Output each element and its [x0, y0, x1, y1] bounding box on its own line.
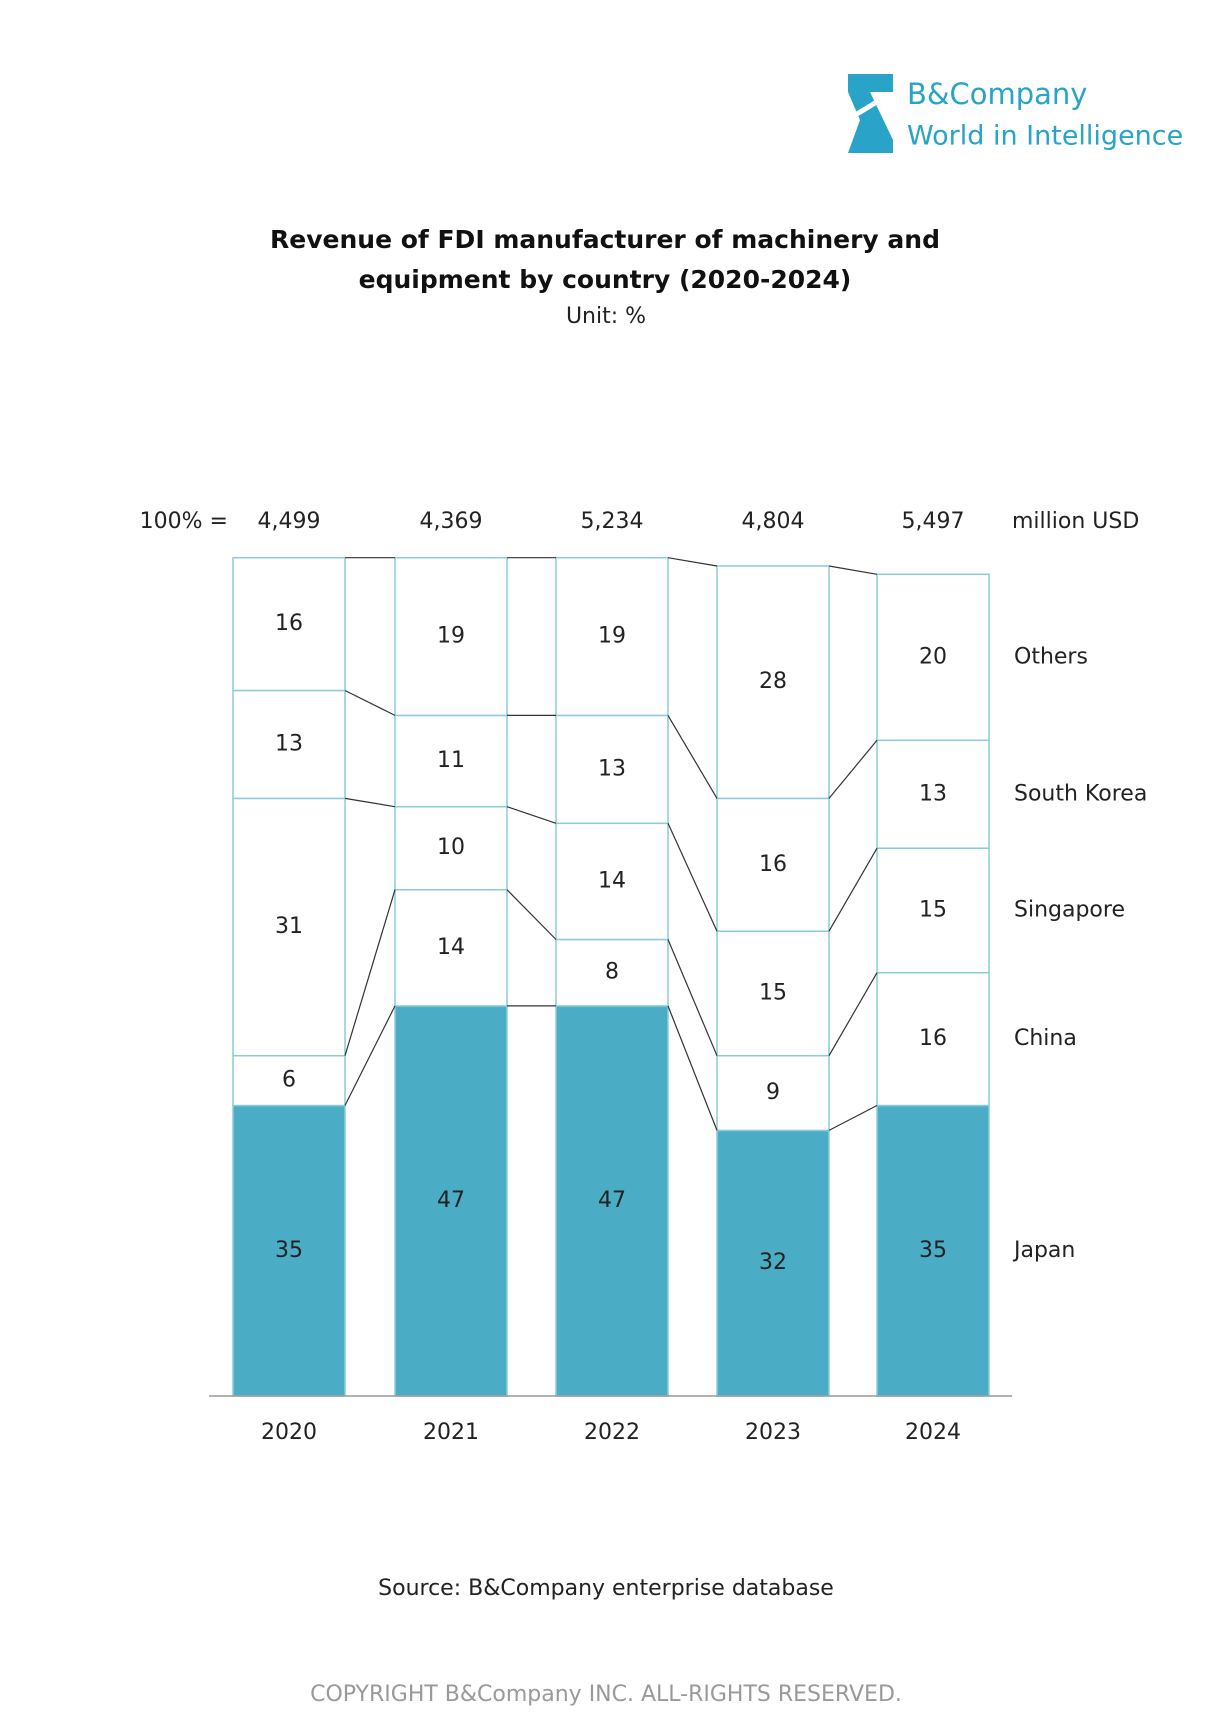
connector: [828, 972, 878, 1057]
bar-segment: [394, 1005, 508, 1397]
bar-segment: [716, 930, 830, 1057]
bar-segment: [876, 1104, 990, 1397]
legend-label: Japan: [1012, 1238, 1075, 1263]
data-label: 11: [437, 748, 465, 773]
connector: [667, 939, 718, 1056]
data-label: 14: [598, 868, 626, 893]
data-label: 47: [437, 1188, 465, 1213]
connector: [344, 1005, 396, 1106]
total-label: 4,804: [742, 509, 805, 534]
connector: [828, 1104, 878, 1131]
x-tick-label: 2021: [423, 1420, 479, 1445]
connector: [828, 739, 878, 799]
totals-prefix: 100% =: [140, 509, 228, 534]
data-label: 14: [437, 935, 465, 960]
x-tick-label: 2023: [745, 1420, 801, 1445]
data-label: 9: [766, 1080, 780, 1105]
data-label: 15: [919, 897, 947, 922]
bar-segment: [555, 938, 669, 1007]
legend-label: China: [1014, 1026, 1077, 1051]
bar-segment: [394, 556, 508, 717]
total-label: 5,234: [581, 509, 644, 534]
connector: [667, 715, 718, 799]
connector: [506, 806, 557, 824]
x-tick-label: 2024: [905, 1420, 961, 1445]
data-label: 13: [598, 756, 626, 781]
data-label: 10: [437, 835, 465, 860]
x-tick-label: 2022: [584, 1420, 640, 1445]
bar-segment: [555, 556, 669, 717]
data-label: 13: [919, 781, 947, 806]
connector: [828, 565, 878, 575]
brand-name: B&Company: [907, 77, 1087, 111]
data-label: 16: [275, 611, 303, 636]
bar-segment: [555, 822, 669, 941]
legend-label: South Korea: [1014, 781, 1147, 806]
bar-segment: [232, 1104, 346, 1397]
data-label: 13: [275, 731, 303, 756]
legend-label: Singapore: [1014, 897, 1125, 922]
data-label: 19: [598, 624, 626, 649]
data-label: 6: [282, 1068, 296, 1093]
connector: [506, 889, 557, 940]
subtitle: Unit: %: [566, 304, 646, 329]
total-label: 4,369: [420, 509, 483, 534]
logo-mark: [848, 74, 893, 153]
chart-title: Revenue of FDI manufacturer of machinery…: [270, 225, 940, 294]
connector: [828, 847, 878, 932]
bar-segment: [232, 556, 346, 692]
bar-segment: [394, 714, 508, 808]
bar-segment: [555, 714, 669, 825]
data-label: 35: [275, 1238, 303, 1263]
data-label: 47: [598, 1188, 626, 1213]
bar-segment: [555, 1005, 669, 1397]
total-label: 5,497: [902, 509, 965, 534]
bar-segment: [232, 797, 346, 1057]
connector: [344, 889, 396, 1056]
logo-stroke: [850, 97, 882, 120]
data-label: 8: [605, 960, 619, 985]
bar-segment: [232, 1054, 346, 1107]
connector: [344, 689, 396, 716]
data-label: 16: [759, 852, 787, 877]
bar-segment: [876, 847, 990, 974]
bar-segment: [876, 573, 990, 742]
bar-segment: [716, 1129, 830, 1397]
data-label: 16: [919, 1026, 947, 1051]
bar-segment: [716, 797, 830, 932]
data-label: 20: [919, 644, 947, 669]
data-label: 32: [759, 1250, 787, 1275]
bar-segment: [876, 739, 990, 849]
connector: [667, 1005, 718, 1131]
bar-segment: [232, 689, 346, 800]
source: Source: B&Company enterprise database: [378, 1576, 834, 1601]
data-label: 35: [919, 1238, 947, 1263]
bar-segment: [394, 888, 508, 1007]
bar-segment: [394, 805, 508, 891]
total-label: 4,499: [258, 509, 321, 534]
x-tick-label: 2020: [261, 1420, 317, 1445]
data-label: 31: [275, 914, 303, 939]
bar-segment: [876, 971, 990, 1107]
connector: [344, 797, 396, 808]
copyright: COPYRIGHT B&Company INC. ALL-RIGHTS RESE…: [310, 1682, 902, 1707]
totals-unit: million USD: [1012, 509, 1139, 534]
brand-tagline: World in Intelligence: [907, 121, 1183, 152]
legend-label: Others: [1014, 644, 1088, 669]
data-label: 15: [759, 980, 787, 1005]
connector: [667, 557, 718, 567]
bar-segment: [716, 565, 830, 800]
connector: [667, 823, 718, 932]
data-label: 19: [437, 624, 465, 649]
data-label: 28: [759, 669, 787, 694]
